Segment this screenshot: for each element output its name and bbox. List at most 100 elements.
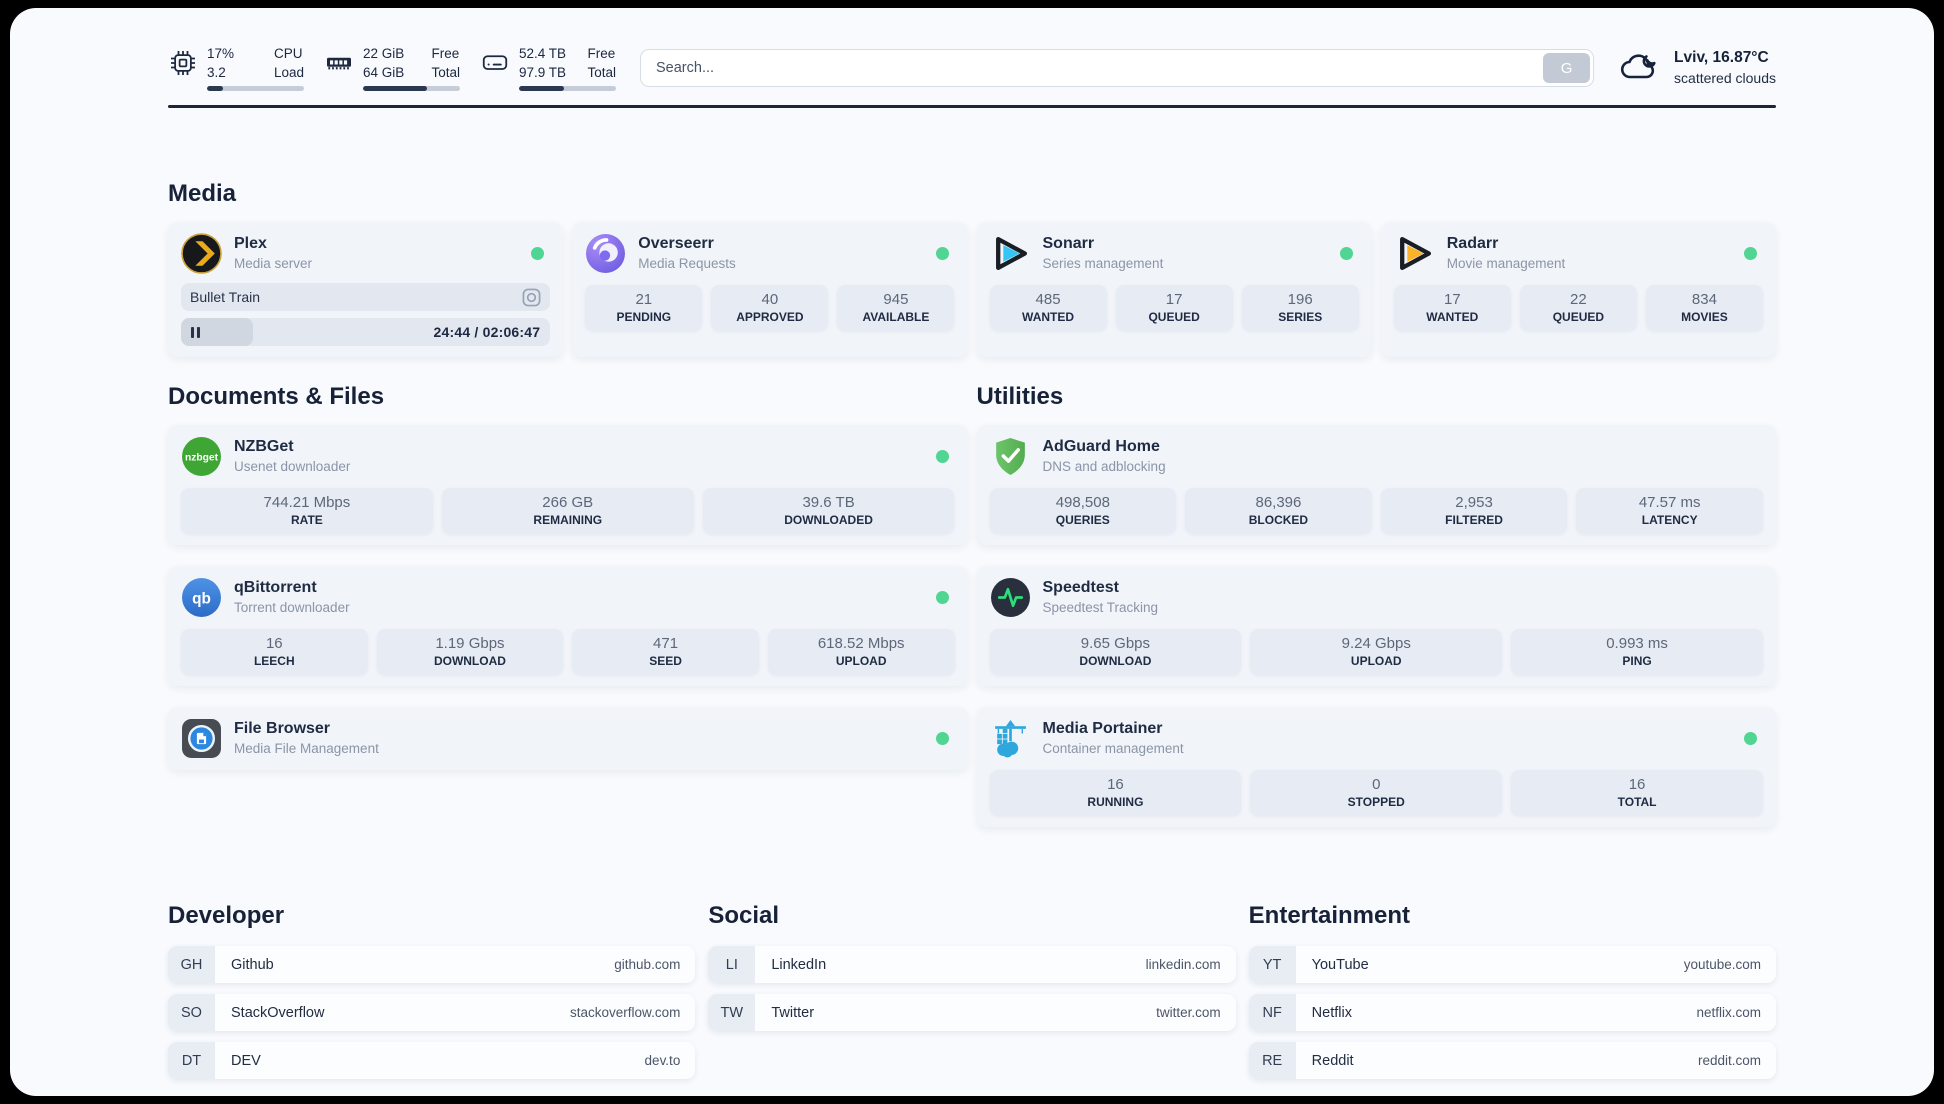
bookmark-stackoverflow[interactable]: SO StackOverflow stackoverflow.com — [168, 994, 696, 1031]
search-input[interactable] — [640, 49, 1595, 87]
entertainment-section-title: Entertainment — [1248, 902, 1411, 929]
stat-series: 196 SERIES — [1241, 285, 1359, 331]
search-engine-button[interactable]: G — [1543, 53, 1591, 83]
status-dot — [1744, 247, 1757, 260]
stat-downloaded: 39.6 TB DOWNLOADED — [702, 488, 955, 534]
app-card-filebrowser[interactable]: File Browser Media File Management — [168, 707, 968, 770]
memory-total: 64 GiB — [363, 64, 405, 80]
cloud-icon — [1618, 46, 1662, 91]
app-name: Media Portainer — [1042, 720, 1163, 738]
bookmark-name: DEV — [231, 1052, 261, 1069]
bookmark-url: netflix.com — [1696, 1005, 1761, 1020]
app-name: Plex — [234, 235, 267, 253]
status-dot — [935, 732, 949, 745]
bookmark-netflix[interactable]: NF Netflix netflix.com — [1248, 994, 1776, 1031]
app-name: Radarr — [1446, 235, 1499, 253]
stat-rate: 744.21 Mbps RATE — [181, 488, 433, 534]
stat-download: 1.19 Gbps DOWNLOAD — [376, 629, 564, 675]
bookmark-name: Reddit — [1311, 1052, 1354, 1069]
qbittorrent-icon: qb — [181, 577, 222, 618]
social-section-title: Social — [708, 902, 780, 929]
now-playing-row: Bullet Train — [181, 283, 551, 311]
stat-latency: 47.57 ms LATENCY — [1576, 488, 1763, 534]
app-card-plex[interactable]: Plex Media server Bullet Train — [168, 222, 564, 357]
sonarr-icon — [990, 233, 1031, 274]
app-card-portainer[interactable]: Media Portainer Container management 16 … — [976, 707, 1776, 827]
memory-free: 22 GiB — [363, 45, 405, 61]
portainer-icon — [990, 718, 1031, 759]
app-name: Overseerr — [638, 235, 714, 253]
stat-pending: 21 PENDING — [585, 285, 703, 331]
svg-text:qb: qb — [192, 591, 211, 608]
disk-total: 97.9 TB — [519, 64, 567, 80]
dashboard-page: 17% 3.2 CPU Load — [10, 8, 1934, 1096]
bookmark-reddit[interactable]: RE Reddit reddit.com — [1248, 1042, 1776, 1079]
status-dot — [935, 247, 949, 260]
bookmark-abbr: DT — [168, 1042, 215, 1079]
stat-approved: 40 APPROVED — [711, 285, 829, 331]
playback-time: 24:44 / 02:06:47 — [433, 324, 541, 340]
stat-wanted: 485 WANTED — [989, 285, 1107, 331]
status-dot — [1744, 732, 1757, 745]
status-dot — [1339, 247, 1353, 260]
disk-label-1: Free — [587, 45, 616, 61]
status-dot — [935, 591, 949, 604]
bookmark-abbr: YT — [1248, 946, 1296, 983]
developer-section-title: Developer — [168, 902, 285, 929]
bookmark-twitter[interactable]: TW Twitter twitter.com — [708, 994, 1236, 1031]
bookmark-group-developer: Developer GH Github github.com SO StackO… — [168, 902, 696, 1090]
memory-widget: 22 GiB 64 GiB Free Total — [324, 45, 460, 92]
app-card-qbittorrent[interactable]: qb qBittorrent Torrent downloader 16 LEE… — [168, 566, 968, 686]
bookmark-name: Github — [231, 956, 274, 973]
app-name: AdGuard Home — [1042, 438, 1160, 456]
weather-condition: scattered clouds — [1674, 70, 1776, 87]
bookmark-abbr: SO — [168, 994, 215, 1031]
app-card-radarr[interactable]: Radarr Movie management 17 WANTED 22 QUE… — [1380, 222, 1776, 357]
top-bar: 17% 3.2 CPU Load — [168, 40, 1776, 96]
app-description: Usenet downloader — [234, 459, 351, 475]
app-card-nzbget[interactable]: nzbget NZBGet Usenet downloader 744.21 M… — [168, 425, 968, 545]
app-card-adguard[interactable]: AdGuard Home DNS and adblocking 498,508 … — [976, 425, 1776, 545]
app-card-speedtest[interactable]: Speedtest Speedtest Tracking 9.65 Gbps D… — [976, 566, 1776, 686]
stat-wanted: 17 WANTED — [1393, 285, 1511, 331]
app-name: Sonarr — [1042, 235, 1095, 253]
hard-drive-icon — [480, 48, 510, 78]
memory-label-1: Free — [431, 45, 460, 61]
app-card-overseerr[interactable]: Overseerr Media Requests 21 PENDING 40 A… — [572, 222, 968, 357]
media-section-title: Media — [168, 180, 237, 207]
bookmark-name: YouTube — [1311, 956, 1369, 973]
documents-section-title: Documents & Files — [168, 383, 385, 410]
app-card-sonarr[interactable]: Sonarr Series management 485 WANTED 17 Q… — [976, 222, 1372, 357]
nzbget-icon: nzbget — [181, 436, 222, 477]
status-dot — [935, 450, 949, 463]
bookmark-github[interactable]: GH Github github.com — [168, 946, 696, 983]
bookmark-url: twitter.com — [1156, 1005, 1221, 1020]
bookmark-dev[interactable]: DT DEV dev.to — [168, 1042, 696, 1079]
bookmark-url: dev.to — [644, 1053, 681, 1068]
app-description: Media File Management — [234, 741, 379, 757]
stat-remaining: 266 GB REMAINING — [441, 488, 694, 534]
stat-upload: 618.52 Mbps UPLOAD — [767, 629, 955, 675]
cpu-label-2: Load — [273, 64, 304, 80]
cpu-label-1: CPU — [273, 45, 303, 61]
header-divider — [168, 105, 1776, 108]
bookmark-url: linkedin.com — [1145, 957, 1221, 972]
playback-progress: 24:44 / 02:06:47 — [181, 318, 551, 346]
stat-queries: 498,508 QUERIES — [989, 488, 1177, 534]
stat-download: 9.65 Gbps DOWNLOAD — [989, 629, 1242, 675]
stat-available: 945 AVAILABLE — [837, 285, 955, 331]
app-description: Movie management — [1446, 256, 1566, 272]
disk-widget: 52.4 TB 97.9 TB Free Total — [480, 45, 616, 92]
plex-icon — [181, 233, 222, 274]
bookmark-name: LinkedIn — [771, 956, 827, 973]
cpu-progress-bar — [207, 86, 304, 92]
cpu-percent: 17% — [207, 45, 235, 61]
stat-seed: 471 SEED — [572, 629, 759, 675]
radarr-icon — [1394, 233, 1435, 274]
app-name: Speedtest — [1042, 579, 1119, 597]
bookmark-youtube[interactable]: YT YouTube youtube.com — [1248, 946, 1776, 983]
section-documents: Documents & Files nzbget NZBGet Usenet d… — [168, 383, 968, 848]
filebrowser-icon — [181, 718, 222, 759]
bookmark-linkedin[interactable]: LI LinkedIn linkedin.com — [708, 946, 1236, 983]
app-description: Media server — [234, 256, 313, 272]
